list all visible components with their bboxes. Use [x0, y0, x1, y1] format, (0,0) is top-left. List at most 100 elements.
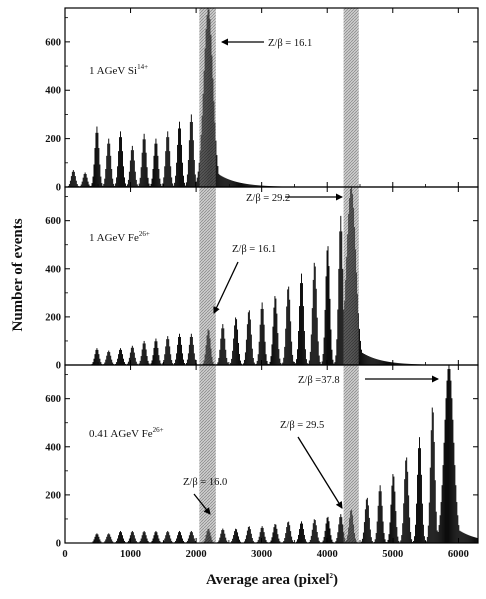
histogram-bar [126, 363, 128, 365]
histogram-bar [135, 179, 137, 187]
histogram-bar [327, 516, 329, 543]
histogram-bar [216, 155, 218, 187]
histogram-bar [222, 324, 224, 365]
histogram-bar [395, 511, 397, 543]
histogram-bar [80, 184, 82, 187]
panel-3: 0 200 400 600 0.41 AGeV Fe26+ Z/β =37.8 Z/β = … [45, 364, 479, 550]
histogram-bar [365, 499, 367, 543]
histogram-bar [291, 341, 293, 365]
histogram-bar [97, 132, 99, 187]
histogram-bar [159, 540, 161, 543]
histogram-bar [135, 361, 137, 365]
histogram-bar [451, 398, 453, 543]
histogram-bar [164, 538, 166, 543]
histogram-bar [390, 504, 392, 543]
histogram-bar [144, 343, 146, 365]
histogram-bar [192, 140, 194, 187]
panels-layer: 0 200 400 600 1 AGeV Si14+ Z/β = 16.1 0 200 400 6… [45, 7, 479, 560]
histogram-bar [278, 538, 280, 543]
histogram-bar [275, 524, 277, 543]
histogram-bar [301, 273, 302, 365]
histogram-bar [175, 175, 177, 187]
histogram-bar [146, 167, 148, 187]
histogram-bar [148, 183, 150, 187]
histogram-bar [98, 148, 100, 187]
histogram-bar [338, 524, 340, 543]
histogram-bar [115, 183, 117, 187]
histogram-bar [359, 328, 360, 365]
histogram-bar [263, 185, 265, 187]
histogram-bar [94, 354, 96, 365]
histogram-bar [169, 346, 171, 365]
histogram-bar [324, 309, 326, 365]
histogram-bar [72, 170, 74, 187]
histogram-bar [169, 535, 171, 543]
histogram-bar [234, 181, 236, 187]
histogram-bar [238, 536, 240, 543]
histogram-bar [391, 485, 393, 543]
histogram-bar [226, 540, 228, 543]
histogram-bar [362, 353, 364, 365]
histogram-bars-1 [66, 8, 298, 187]
histogram-bar [410, 531, 412, 543]
x-tick-label: 3000 [251, 549, 272, 560]
histogram-bar [272, 326, 274, 365]
histogram-bar [279, 541, 281, 543]
histogram-bar [116, 362, 118, 365]
histogram-bar [394, 491, 396, 543]
histogram-bar [124, 183, 126, 187]
histogram-bar [474, 537, 476, 543]
histogram-bar [127, 540, 129, 543]
histogram-bar [380, 360, 382, 365]
histogram-bar [174, 182, 176, 187]
histogram-bar [119, 532, 121, 543]
histogram-bar [227, 178, 229, 187]
histogram-bar [438, 525, 440, 543]
histogram-bar [176, 353, 178, 365]
histogram-bar [76, 184, 78, 187]
histogram-bar [116, 540, 118, 543]
histogram-bar [429, 467, 431, 543]
histogram-bar [398, 540, 400, 543]
histogram-bar [166, 339, 168, 365]
histogram-bar [156, 143, 158, 187]
histogram-bar [98, 354, 100, 365]
histogram-bar [225, 178, 227, 187]
histogram-bar [194, 359, 196, 365]
histogram-bar [260, 527, 262, 543]
annotation-arrow [297, 436, 343, 509]
histogram-bar [459, 530, 461, 543]
histogram-bar [321, 361, 323, 365]
histogram-bar [287, 289, 289, 365]
histogram-bar [123, 358, 124, 365]
histogram-bar [132, 150, 134, 187]
histogram-bar [179, 333, 181, 365]
annotation-label: Z/β = 16.1 [232, 244, 276, 255]
histogram-bar [397, 536, 399, 543]
histogram-bar [138, 183, 140, 187]
histogram-bar [168, 532, 170, 543]
histogram-bar [290, 531, 292, 543]
histogram-bar [272, 532, 274, 543]
histogram-bar [68, 184, 70, 187]
histogram-bar [329, 298, 331, 365]
histogram-bar [110, 155, 112, 187]
histogram-bar [136, 184, 138, 187]
histogram-bar [122, 151, 123, 187]
histogram-bar [317, 341, 319, 365]
histogram-bar [308, 360, 310, 365]
histogram-bar [389, 522, 391, 543]
panel-label: 1 AGeV Si14+ [89, 63, 148, 77]
histogram-bar [121, 137, 122, 187]
histogram-bar [219, 537, 221, 543]
histogram-bar [86, 177, 88, 187]
histogram-bar [171, 360, 173, 365]
histogram-bar [276, 313, 278, 365]
histogram-bar [235, 181, 237, 187]
histogram-bar [265, 354, 267, 365]
histogram-bar [265, 540, 267, 543]
histogram-bar [95, 349, 97, 365]
histogram-bar [395, 362, 397, 365]
histogram-bar [147, 177, 149, 187]
histogram-bar [335, 355, 337, 365]
